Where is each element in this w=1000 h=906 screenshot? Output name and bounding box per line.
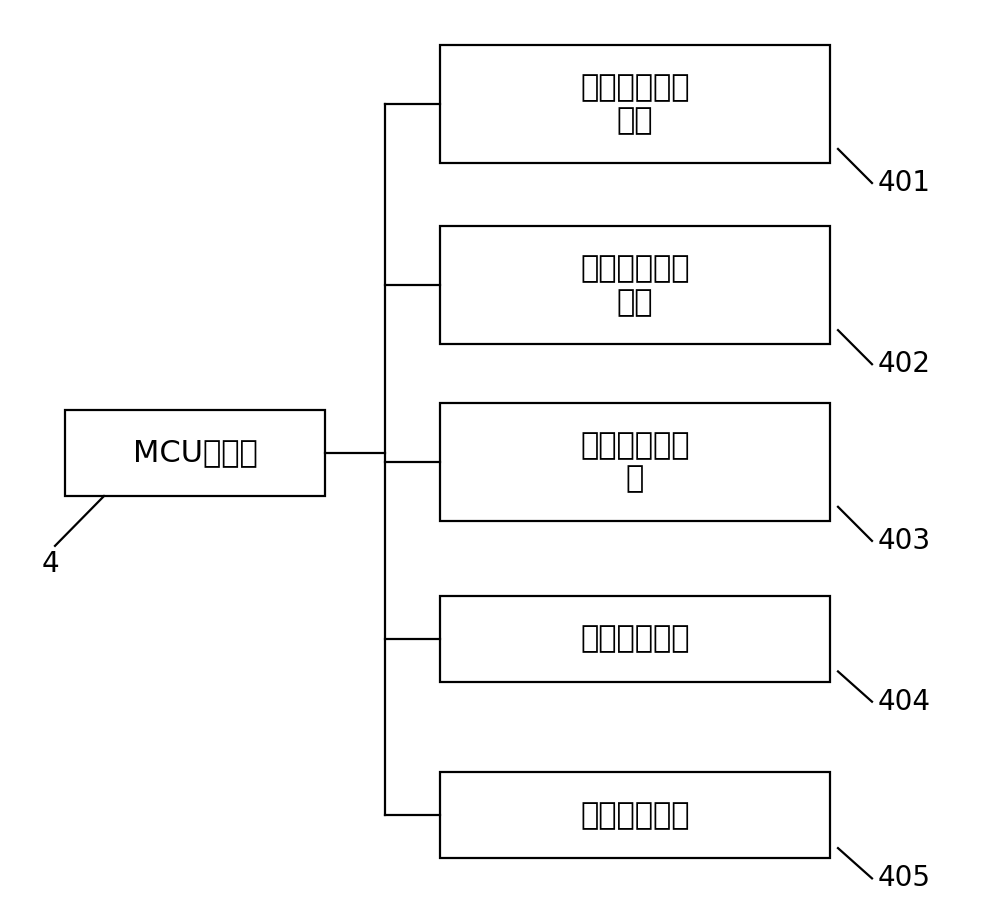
Bar [440,226,830,344]
Bar [440,596,830,682]
Text: 401: 401 [878,169,931,197]
Text: 4: 4 [41,550,59,578]
Text: 订正数据计算
模块: 订正数据计算 模块 [580,254,690,317]
Bar [65,410,325,496]
Bar [440,403,830,521]
Text: 订正系数计算
模块: 订正系数计算 模块 [580,72,690,136]
Text: 数据修正模块: 数据修正模块 [580,624,690,653]
Text: 403: 403 [878,527,931,554]
Text: 402: 402 [878,351,931,378]
Text: MCU处理器: MCU处理器 [133,439,257,467]
Bar [440,45,830,163]
Bar [440,772,830,859]
Text: 污染判断模块: 污染判断模块 [580,801,690,830]
Text: 405: 405 [878,864,931,892]
Text: 透过率计算模
块: 透过率计算模 块 [580,430,690,494]
Text: 404: 404 [878,688,931,716]
